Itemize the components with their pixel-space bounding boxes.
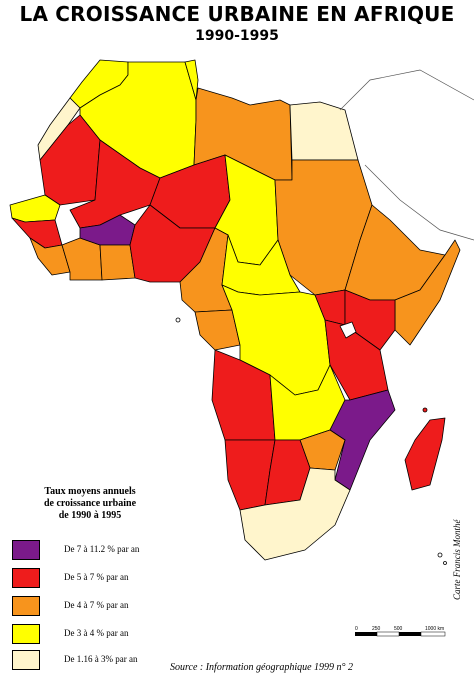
country-egypt bbox=[289, 101, 359, 161]
legend-item: De 5 à 7 % par an bbox=[12, 568, 212, 590]
legend-label: De 5 à 7 % par an bbox=[64, 572, 129, 582]
country-somalia bbox=[394, 239, 461, 346]
country-cote-divoire bbox=[61, 237, 103, 281]
scale-tick-250: 250 bbox=[372, 626, 381, 632]
country-tunisia bbox=[184, 59, 199, 101]
legend-title-line: de 1990 à 1995 bbox=[58, 510, 122, 521]
legend-title-line: de croissance urbaine bbox=[43, 498, 137, 509]
scale-tick-500: 500 bbox=[394, 626, 403, 632]
island bbox=[175, 317, 181, 323]
legend-item: De 7 à 11.2 % par an bbox=[12, 540, 212, 562]
legend-item: De 1.16 à 3% par an bbox=[12, 650, 212, 672]
legend-item: De 3 à 4 % par an bbox=[12, 624, 212, 646]
source-note: Source : Information géographique 1999 n… bbox=[170, 662, 354, 673]
legend-title: Taux moyens annuels de croissance urbain… bbox=[10, 486, 170, 522]
scale-bar: 0 250 500 1000 km bbox=[355, 626, 446, 637]
legend-swatch bbox=[12, 650, 40, 670]
legend-label: De 3 à 4 % par an bbox=[64, 628, 129, 638]
map-subtitle: 1990-1995 bbox=[195, 28, 279, 44]
legend-label: De 1.16 à 3% par an bbox=[64, 654, 138, 664]
country-gabon bbox=[194, 309, 241, 351]
scale-tick-0: 0 bbox=[355, 626, 358, 632]
map-credit: Carte Francis Monthé bbox=[452, 519, 462, 601]
legend-swatch bbox=[12, 568, 40, 588]
legend-swatch bbox=[12, 624, 40, 644]
country-ghana bbox=[99, 244, 136, 281]
island bbox=[443, 561, 447, 565]
island bbox=[437, 552, 443, 558]
lake-victoria bbox=[339, 321, 357, 339]
legend-item: De 4 à 7 % par an bbox=[12, 596, 212, 618]
legend-swatch bbox=[12, 596, 40, 616]
legend-label: De 7 à 11.2 % par an bbox=[64, 544, 140, 554]
legend-label: De 4 à 7 % par an bbox=[64, 600, 129, 610]
legend-title-line: Taux moyens annuels bbox=[44, 486, 136, 497]
legend-swatch bbox=[12, 540, 40, 560]
country-south-africa bbox=[239, 467, 351, 561]
middle-east-outline bbox=[339, 69, 474, 241]
country-madagascar bbox=[404, 417, 446, 491]
map-title: LA CROISSANCE URBAINE EN AFRIQUE bbox=[19, 2, 455, 26]
island bbox=[422, 407, 428, 413]
scale-tick-1000: 1000 km bbox=[425, 626, 444, 632]
